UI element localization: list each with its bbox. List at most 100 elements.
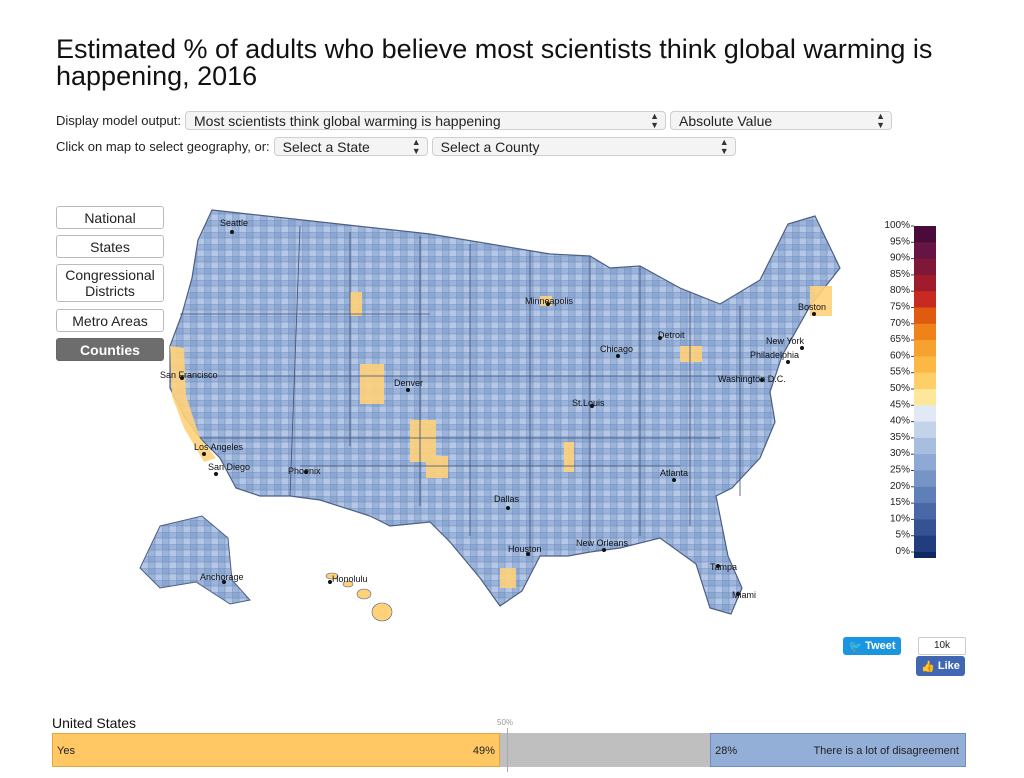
chevron-updown-icon: ▲ ▼ bbox=[719, 137, 729, 156]
disagreement-segment: 28% There is a lot of disagreement bbox=[710, 733, 966, 767]
model-output-value: Most scientists think global warming is … bbox=[194, 113, 501, 129]
city-label: Dallas bbox=[494, 494, 520, 504]
chevron-updown-icon: ▲ ▼ bbox=[650, 111, 660, 130]
legend-tick-label: 100% bbox=[884, 220, 910, 231]
page-title: Estimated % of adults who believe most s… bbox=[56, 34, 933, 91]
state-borders bbox=[180, 225, 760, 556]
legend-tick-label: 35% bbox=[890, 432, 910, 443]
legend-swatch bbox=[914, 470, 936, 488]
city-label: Philadelphia bbox=[750, 350, 799, 360]
legend-swatch bbox=[914, 291, 936, 308]
like-label: Like bbox=[937, 660, 960, 672]
legend-tick-label: 85% bbox=[890, 269, 910, 280]
legend-swatch bbox=[914, 454, 936, 471]
legend-tick-label: 40% bbox=[890, 416, 910, 427]
city-label: Anchorage bbox=[200, 572, 244, 582]
color-scale-legend: 100% 95% 90% 85% 80% 75% 70% 65% 60% 55% 50% 45% 40%… bbox=[884, 220, 936, 558]
legend-swatch bbox=[914, 486, 936, 504]
legend-tick-label: 25% bbox=[890, 465, 910, 476]
legend-swatch bbox=[914, 389, 936, 406]
legend-tick-label: 95% bbox=[890, 236, 910, 247]
legend-tick-label: 30% bbox=[890, 448, 910, 459]
legend-swatch bbox=[914, 372, 936, 390]
undecided-segment bbox=[499, 733, 711, 767]
legend-tick-label: 20% bbox=[890, 481, 910, 492]
city-label: Honolulu bbox=[332, 574, 368, 584]
yes-segment: Yes 49% bbox=[52, 733, 500, 767]
city-label: Minneapolis bbox=[525, 296, 574, 306]
legend-swatch bbox=[914, 421, 936, 439]
bird-icon: 🐦 bbox=[848, 640, 863, 653]
geo-button-states[interactable]: States bbox=[56, 235, 164, 258]
warm-counties bbox=[170, 286, 832, 588]
legend-tick-label: 5% bbox=[896, 530, 911, 541]
legend-swatch bbox=[914, 552, 936, 558]
model-output-select[interactable]: Most scientists think global warming is … bbox=[185, 111, 667, 130]
city-label: Phoenix bbox=[288, 466, 321, 476]
county-select-value: Select a County bbox=[440, 139, 540, 155]
midpoint-label: 50% bbox=[497, 718, 514, 727]
geo-button-counties[interactable]: Counties bbox=[56, 338, 164, 361]
tweet-label: Tweet bbox=[865, 640, 896, 652]
like-count: 10k bbox=[918, 637, 966, 655]
contiguous-us[interactable] bbox=[169, 209, 841, 615]
legend-tick-label: 80% bbox=[890, 285, 910, 296]
summary-geography: United States bbox=[52, 715, 137, 731]
legend-swatch bbox=[914, 340, 936, 357]
legend-swatch bbox=[914, 356, 936, 374]
legend-swatch bbox=[914, 307, 936, 325]
city-label: Miami bbox=[732, 590, 756, 600]
city-label: New York bbox=[766, 336, 805, 346]
city-label: St.Louis bbox=[572, 398, 605, 408]
chevron-updown-icon: ▲ ▼ bbox=[876, 111, 886, 130]
legend-tick-label: 0% bbox=[896, 546, 911, 557]
like-button[interactable]: 👍 Like bbox=[916, 656, 965, 676]
yes-label: Yes bbox=[57, 745, 75, 757]
value-type-select[interactable]: Absolute Value ▲ ▼ bbox=[670, 111, 893, 130]
disagreement-value: 28% bbox=[715, 745, 738, 757]
city-label: Denver bbox=[394, 378, 423, 388]
legend-tick-label: 10% bbox=[890, 513, 910, 524]
legend-tick-label: 45% bbox=[890, 399, 910, 410]
legend-tick-label: 50% bbox=[890, 383, 910, 394]
city-label: Los Angeles bbox=[194, 442, 244, 452]
legend-swatch bbox=[914, 535, 936, 553]
summary-bar: Yes 49% 28% There is a lot of disagreeme… bbox=[52, 733, 966, 767]
city-label: New Orleans bbox=[576, 538, 629, 548]
thumbs-up-icon: 👍 bbox=[921, 660, 935, 673]
legend-tick-label: 90% bbox=[890, 253, 910, 264]
legend-tick-label: 60% bbox=[890, 350, 910, 361]
geo-button-metro-areas[interactable]: Metro Areas bbox=[56, 309, 164, 332]
legend-swatch bbox=[914, 258, 936, 276]
legend-tick-label: 15% bbox=[890, 497, 910, 508]
geo-button-congressional-districts[interactable]: Congressional Districts bbox=[56, 264, 164, 302]
legend-tick-label: 55% bbox=[890, 367, 910, 378]
state-select[interactable]: Select a State ▲ ▼ bbox=[273, 137, 428, 156]
us-county-map[interactable]: Seattle San Francisco Los Angeles San Di… bbox=[120, 196, 860, 636]
value-type-value: Absolute Value bbox=[679, 113, 773, 129]
legend-swatch bbox=[914, 242, 936, 260]
legend-swatch bbox=[914, 323, 936, 341]
legend-tick-label: 75% bbox=[890, 302, 910, 313]
geography-select-row: Click on map to select geography, or: Se… bbox=[56, 137, 740, 156]
tweet-button[interactable]: 🐦 Tweet bbox=[843, 637, 901, 655]
display-model-row: Display model output: Most scientists th… bbox=[56, 111, 896, 130]
city-label: San Diego bbox=[208, 462, 250, 472]
legend-swatch bbox=[914, 405, 936, 423]
city-label: Chicago bbox=[600, 344, 633, 354]
legend-swatch bbox=[914, 519, 936, 537]
legend-swatch bbox=[914, 503, 936, 520]
display-model-label: Display model output: bbox=[56, 113, 182, 128]
city-markers: Seattle San Francisco Los Angeles San Di… bbox=[160, 218, 826, 600]
hawaii[interactable] bbox=[325, 572, 393, 622]
alaska[interactable] bbox=[139, 515, 251, 605]
county-select[interactable]: Select a County ▲ ▼ bbox=[431, 137, 736, 156]
city-label: San Francisco bbox=[160, 370, 218, 380]
legend-swatch bbox=[914, 226, 936, 243]
city-label: Seattle bbox=[220, 218, 248, 228]
yes-value: 49% bbox=[472, 745, 495, 757]
legend-tick-label: 70% bbox=[890, 318, 910, 329]
chevron-updown-icon: ▲ ▼ bbox=[411, 137, 421, 156]
city-label: Boston bbox=[798, 302, 826, 312]
geo-button-national[interactable]: National bbox=[56, 206, 164, 229]
